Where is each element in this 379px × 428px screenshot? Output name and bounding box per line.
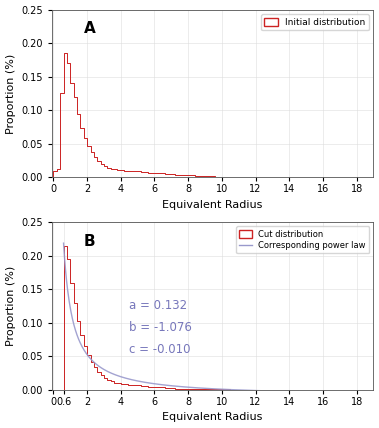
- X-axis label: Equivalent Radius: Equivalent Radius: [163, 413, 263, 422]
- Y-axis label: Proportion (%): Proportion (%): [6, 54, 16, 134]
- X-axis label: Equivalent Radius: Equivalent Radius: [163, 200, 263, 210]
- Text: a = 0.132
b = -1.076
c = -0.010: a = 0.132 b = -1.076 c = -0.010: [129, 299, 192, 357]
- Legend: Initial distribution: Initial distribution: [261, 14, 369, 30]
- Text: B: B: [84, 234, 96, 249]
- Y-axis label: Proportion (%): Proportion (%): [6, 266, 16, 346]
- Text: A: A: [84, 21, 96, 36]
- Legend: Cut distribution, Corresponding power law: Cut distribution, Corresponding power la…: [236, 226, 369, 253]
